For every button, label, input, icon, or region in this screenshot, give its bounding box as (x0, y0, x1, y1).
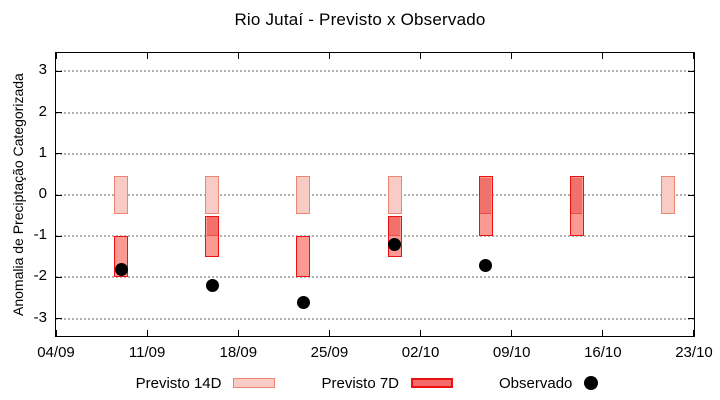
y-tick-label: 2 (38, 102, 47, 120)
x-tick-label: 04/09 (37, 344, 75, 361)
gridline-y--3 (56, 317, 694, 320)
tick-left-y--1 (56, 235, 62, 237)
y-tick-label: 0 (38, 185, 47, 202)
tick-bottom-x-5 (511, 330, 513, 336)
plot-area (55, 52, 695, 337)
legend-item-previsto-7d: Previsto 7D (321, 374, 454, 392)
tick-left-y-0 (56, 194, 62, 196)
tick-top-x-5 (511, 53, 513, 59)
observado-point (205, 279, 219, 293)
previsto-7d-overlap-box (571, 177, 583, 214)
tick-right-y-1 (688, 153, 694, 155)
legend-item-observado: Observado (499, 374, 599, 392)
gridline-y-1 (56, 152, 694, 155)
x-tick-label: 09/10 (492, 344, 531, 361)
observado-point (479, 258, 493, 272)
tick-left-y-3 (56, 70, 62, 72)
tick-top-x-3 (328, 53, 330, 59)
tick-bottom-x-3 (328, 330, 330, 336)
tick-top-x-4 (420, 53, 422, 59)
observado-point (114, 262, 128, 276)
previsto-7d-box (296, 236, 311, 278)
tick-top-x-6 (602, 53, 604, 59)
previsto-14d-box (296, 176, 311, 214)
x-tick-label: 23/10 (675, 344, 713, 361)
previsto-14d-box (660, 176, 675, 214)
x-tick-label: 18/09 (219, 344, 258, 361)
tick-bottom-x-1 (146, 330, 148, 336)
y-tick-label: 3 (38, 61, 47, 79)
tick-bottom-x-6 (602, 330, 604, 336)
tick-left-y--3 (56, 318, 62, 320)
previsto-14d-box (114, 176, 129, 214)
x-tick-label: 25/09 (310, 344, 349, 361)
x-tick-label: 02/10 (401, 344, 440, 361)
tick-top-x-1 (146, 53, 148, 59)
tick-right-y-2 (688, 112, 694, 114)
previsto-14d-box (205, 176, 220, 214)
tick-bottom-x-4 (420, 330, 422, 336)
tick-right-y-0 (688, 194, 694, 196)
tick-top-x-7 (692, 53, 694, 59)
observado-dot-icon (584, 376, 599, 390)
previsto-7d-overlap-box (480, 177, 492, 214)
x-tick-label: 16/10 (584, 344, 622, 361)
tick-left-y-2 (56, 112, 62, 114)
tick-bottom-x-0 (55, 330, 57, 336)
previsto-14d-swatch-icon (233, 378, 276, 388)
legend-label-previsto-14d: Previsto 14D (135, 374, 222, 392)
tick-bottom-x-7 (692, 330, 694, 336)
y-tick-label: -1 (33, 226, 47, 244)
legend-label-previsto-7d: Previsto 7D (321, 374, 400, 392)
x-tick-label: 11/09 (128, 344, 166, 361)
previsto-7d-swatch-icon (411, 378, 454, 388)
gridline-y-0 (56, 194, 694, 196)
tick-bottom-x-2 (237, 330, 239, 336)
y-tick-label: -3 (33, 308, 47, 326)
tick-right-y--3 (688, 318, 694, 320)
previsto-14d-box (387, 176, 402, 214)
tick-left-y-1 (56, 153, 62, 155)
gridline-y-3 (56, 70, 694, 73)
legend-item-previsto-14d: Previsto 14D (136, 375, 276, 392)
y-tick-label: -2 (33, 267, 47, 285)
tick-top-x-2 (237, 53, 239, 59)
tick-right-y--1 (688, 235, 694, 237)
y-tick-label: 1 (38, 143, 47, 161)
observado-point (296, 295, 310, 309)
legend-label-observado: Observado (499, 374, 573, 392)
previsto-7d-overlap-box (206, 217, 218, 237)
chart-title: Rio Jutaí - Previsto x Observado (234, 10, 486, 29)
gridline-y-2 (56, 111, 694, 114)
previsto-7d-overlap-box (389, 217, 401, 237)
observado-point (388, 237, 402, 251)
tick-right-y-3 (688, 70, 694, 72)
gridline-y--2 (56, 276, 694, 279)
legend: Previsto 14D Previsto 7D Observado (0, 370, 720, 396)
tick-left-y--2 (56, 276, 62, 278)
tick-top-x-0 (55, 53, 57, 59)
tick-right-y--2 (688, 276, 694, 278)
gridline-y--1 (56, 235, 694, 238)
